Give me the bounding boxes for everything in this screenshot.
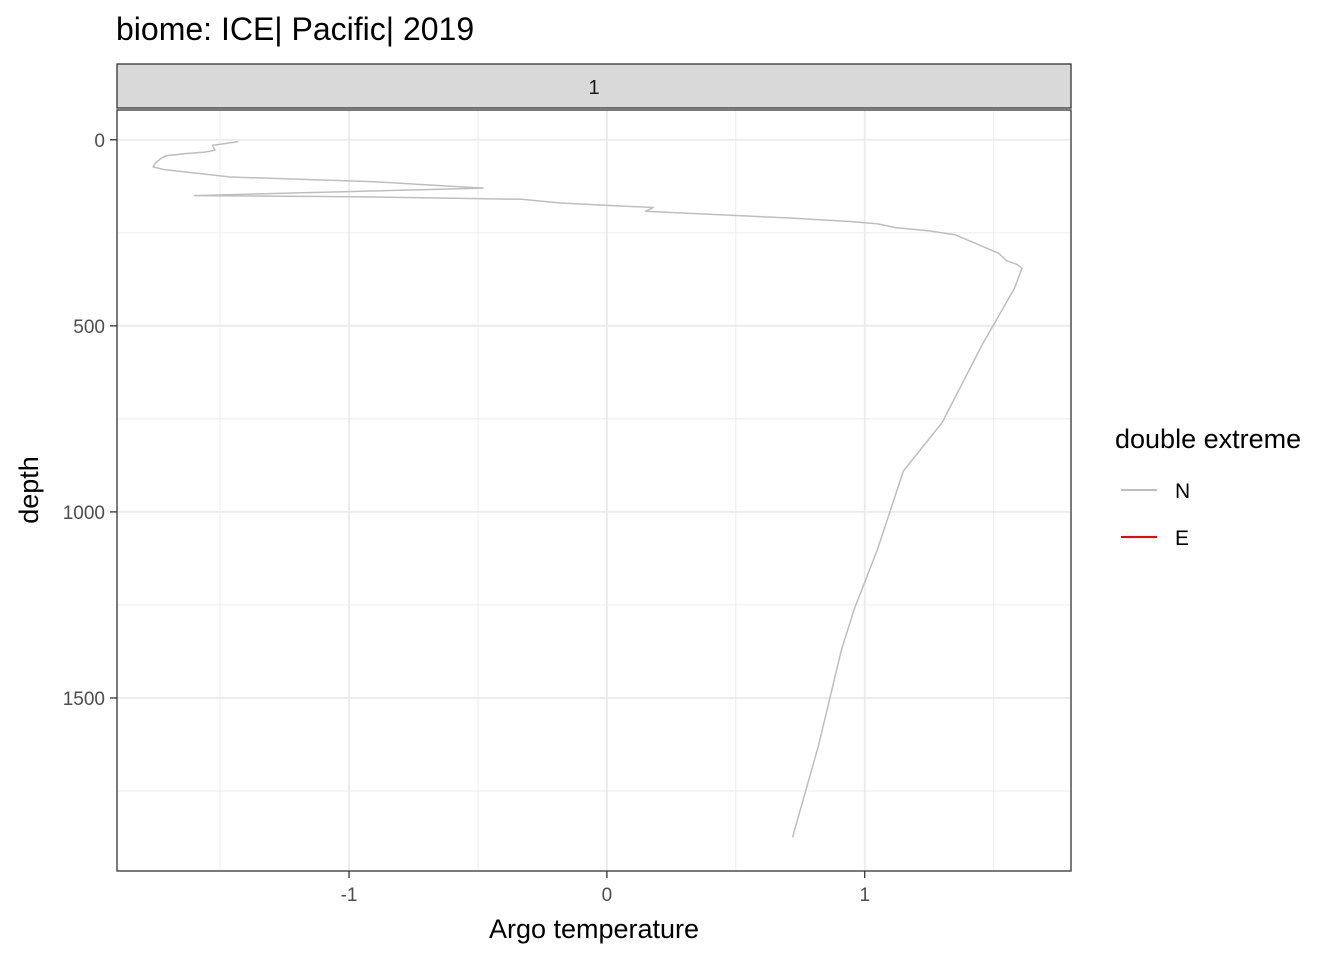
legend: double extreme N E [1115, 424, 1301, 550]
legend-label-E: E [1175, 527, 1189, 550]
x-axis: -1 0 1 [341, 871, 870, 906]
y-tick-label: 0 [94, 131, 105, 152]
y-tick-label: 1500 [63, 689, 105, 710]
x-axis-title: Argo temperature [489, 914, 699, 944]
x-tick-label: -1 [341, 885, 358, 906]
plot-panel [117, 110, 1071, 871]
y-axis-title: depth [14, 456, 44, 524]
series-line-N [152, 140, 1023, 838]
grid-minor [117, 110, 1071, 871]
y-axis: 0 500 1000 1500 [63, 131, 117, 710]
legend-label-N: N [1175, 480, 1190, 503]
series-layer [152, 140, 1023, 838]
chart-title: biome: ICE| Pacific| 2019 [116, 11, 474, 47]
legend-title: double extreme [1115, 424, 1301, 454]
x-tick-label: 1 [859, 885, 870, 906]
facet-strip [116, 63, 1072, 109]
grid-major [117, 110, 1071, 871]
y-tick-label: 500 [73, 317, 105, 338]
x-tick-label: 0 [602, 885, 613, 906]
y-tick-label: 1000 [63, 503, 105, 524]
panel-border [116, 109, 1072, 872]
facet-label: 1 [588, 77, 599, 99]
